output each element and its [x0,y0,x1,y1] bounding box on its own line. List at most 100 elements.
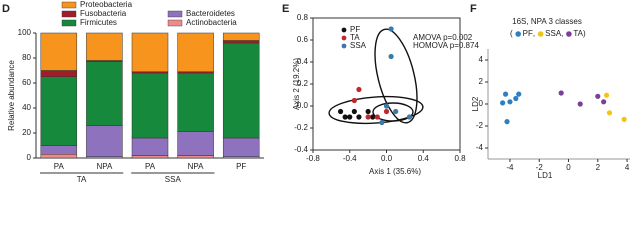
point [621,116,627,122]
y-tick-label: 0.4 [297,57,309,66]
y-tick-label: 2 [479,77,484,86]
bar-segment [177,155,214,159]
legend-label: TA [350,33,360,42]
point [365,114,371,120]
x-tick-label: PA [145,162,156,171]
y-tick-label: 80 [22,53,31,62]
y-tick-label: 0.8 [297,13,309,22]
y-tick-label: 0 [27,153,32,162]
x-axis-label: LD1 [538,171,553,180]
point [577,101,583,107]
point [406,114,413,120]
legend-marker [537,31,544,37]
x-tick-label: NPA [96,162,113,171]
bar-segment [86,125,123,157]
bar-segment [131,155,169,159]
x-tick-label: 4 [625,163,630,172]
x-tick-label: PA [54,162,65,171]
point [606,110,613,116]
bar-segment [131,72,169,139]
group-ellipse [374,28,418,124]
bar-segment [86,32,123,61]
point [393,108,399,115]
point [351,108,357,115]
y-tick-label: 100 [18,28,32,37]
group-ellipse [328,95,424,125]
point [351,97,357,104]
bar-segment [177,72,214,132]
y-axis-label: LD2 [471,96,480,111]
x-tick-label: NPA [188,162,205,171]
legend-label: Fusobacteria [80,9,127,18]
x-tick-label: -0.8 [306,154,320,163]
legend-label: Proteobacteria [80,0,133,9]
legend-label: Actinobacteria [186,18,237,27]
point [337,108,344,115]
bar-segment [222,32,260,41]
x-tick-label: -2 [536,163,544,172]
x-tick-label: -0.4 [343,154,357,163]
legend-marker [566,31,572,37]
bar-segment [40,145,78,155]
y-tick-label: -0.2 [294,123,308,132]
panel-letter: E [282,3,289,15]
y-tick-label: 0.0 [297,101,309,110]
y-tick-label: -2 [476,121,484,130]
point [356,114,362,120]
x-tick-label: -4 [506,163,514,172]
point [513,95,519,102]
y-axis-label: Axis 2 (19.2%) [292,58,301,110]
bar-segment [40,70,78,77]
panel-letter: D [2,3,10,15]
point [502,91,509,97]
point [374,114,380,120]
point [558,90,564,96]
point [383,108,390,115]
bar-segment [177,32,214,72]
legend-punctuation: ( [510,29,513,38]
legend-label: PF [523,29,533,38]
point [365,108,371,115]
group-ellipse [372,102,414,122]
y-tick-label: 4 [479,55,484,64]
x-tick-label: 0.8 [454,154,466,163]
x-tick-label: PF [236,162,246,171]
bar-segment [222,40,260,44]
bar-segment [40,76,78,146]
legend-label: SSA [350,41,367,50]
point [347,114,353,120]
point [507,99,513,105]
legend-label: Bacteroidetes [186,9,235,18]
y-tick-label: 0.6 [297,35,309,44]
legend-label: PF [350,25,360,34]
point [504,119,510,125]
legend-swatch [167,19,183,27]
y-axis-label: Relative abundance [7,60,16,131]
panel-letter: F [470,3,477,15]
figure: D E F AMOVA p=0.002 HOMOVA p=0.874 02040… [2,0,630,184]
legend-marker [515,31,521,37]
legend-punctuation: , [533,29,535,38]
y-tick-label: -0.4 [294,145,308,154]
group-label: TA [77,175,87,184]
legend-punctuation: ) [583,29,586,38]
point [342,114,348,120]
legend-label: SSA [545,29,562,38]
point [370,114,376,120]
x-tick-label: 0.0 [381,154,393,163]
x-tick-label: 2 [596,163,601,172]
point [356,86,362,93]
y-tick-label: 40 [22,103,31,112]
group-label: SSA [165,175,182,184]
bar-segment [40,32,78,71]
legend-marker [341,35,347,41]
bar-segment [131,137,169,156]
x-tick-label: 0 [566,163,571,172]
legend-label: TA [573,29,583,38]
legend-swatch [61,10,77,18]
annotation: AMOVA p=0.002 [413,33,473,42]
bar-segment [177,131,214,156]
point [601,99,607,105]
ellipses [328,28,424,125]
bar-segment [131,32,169,72]
